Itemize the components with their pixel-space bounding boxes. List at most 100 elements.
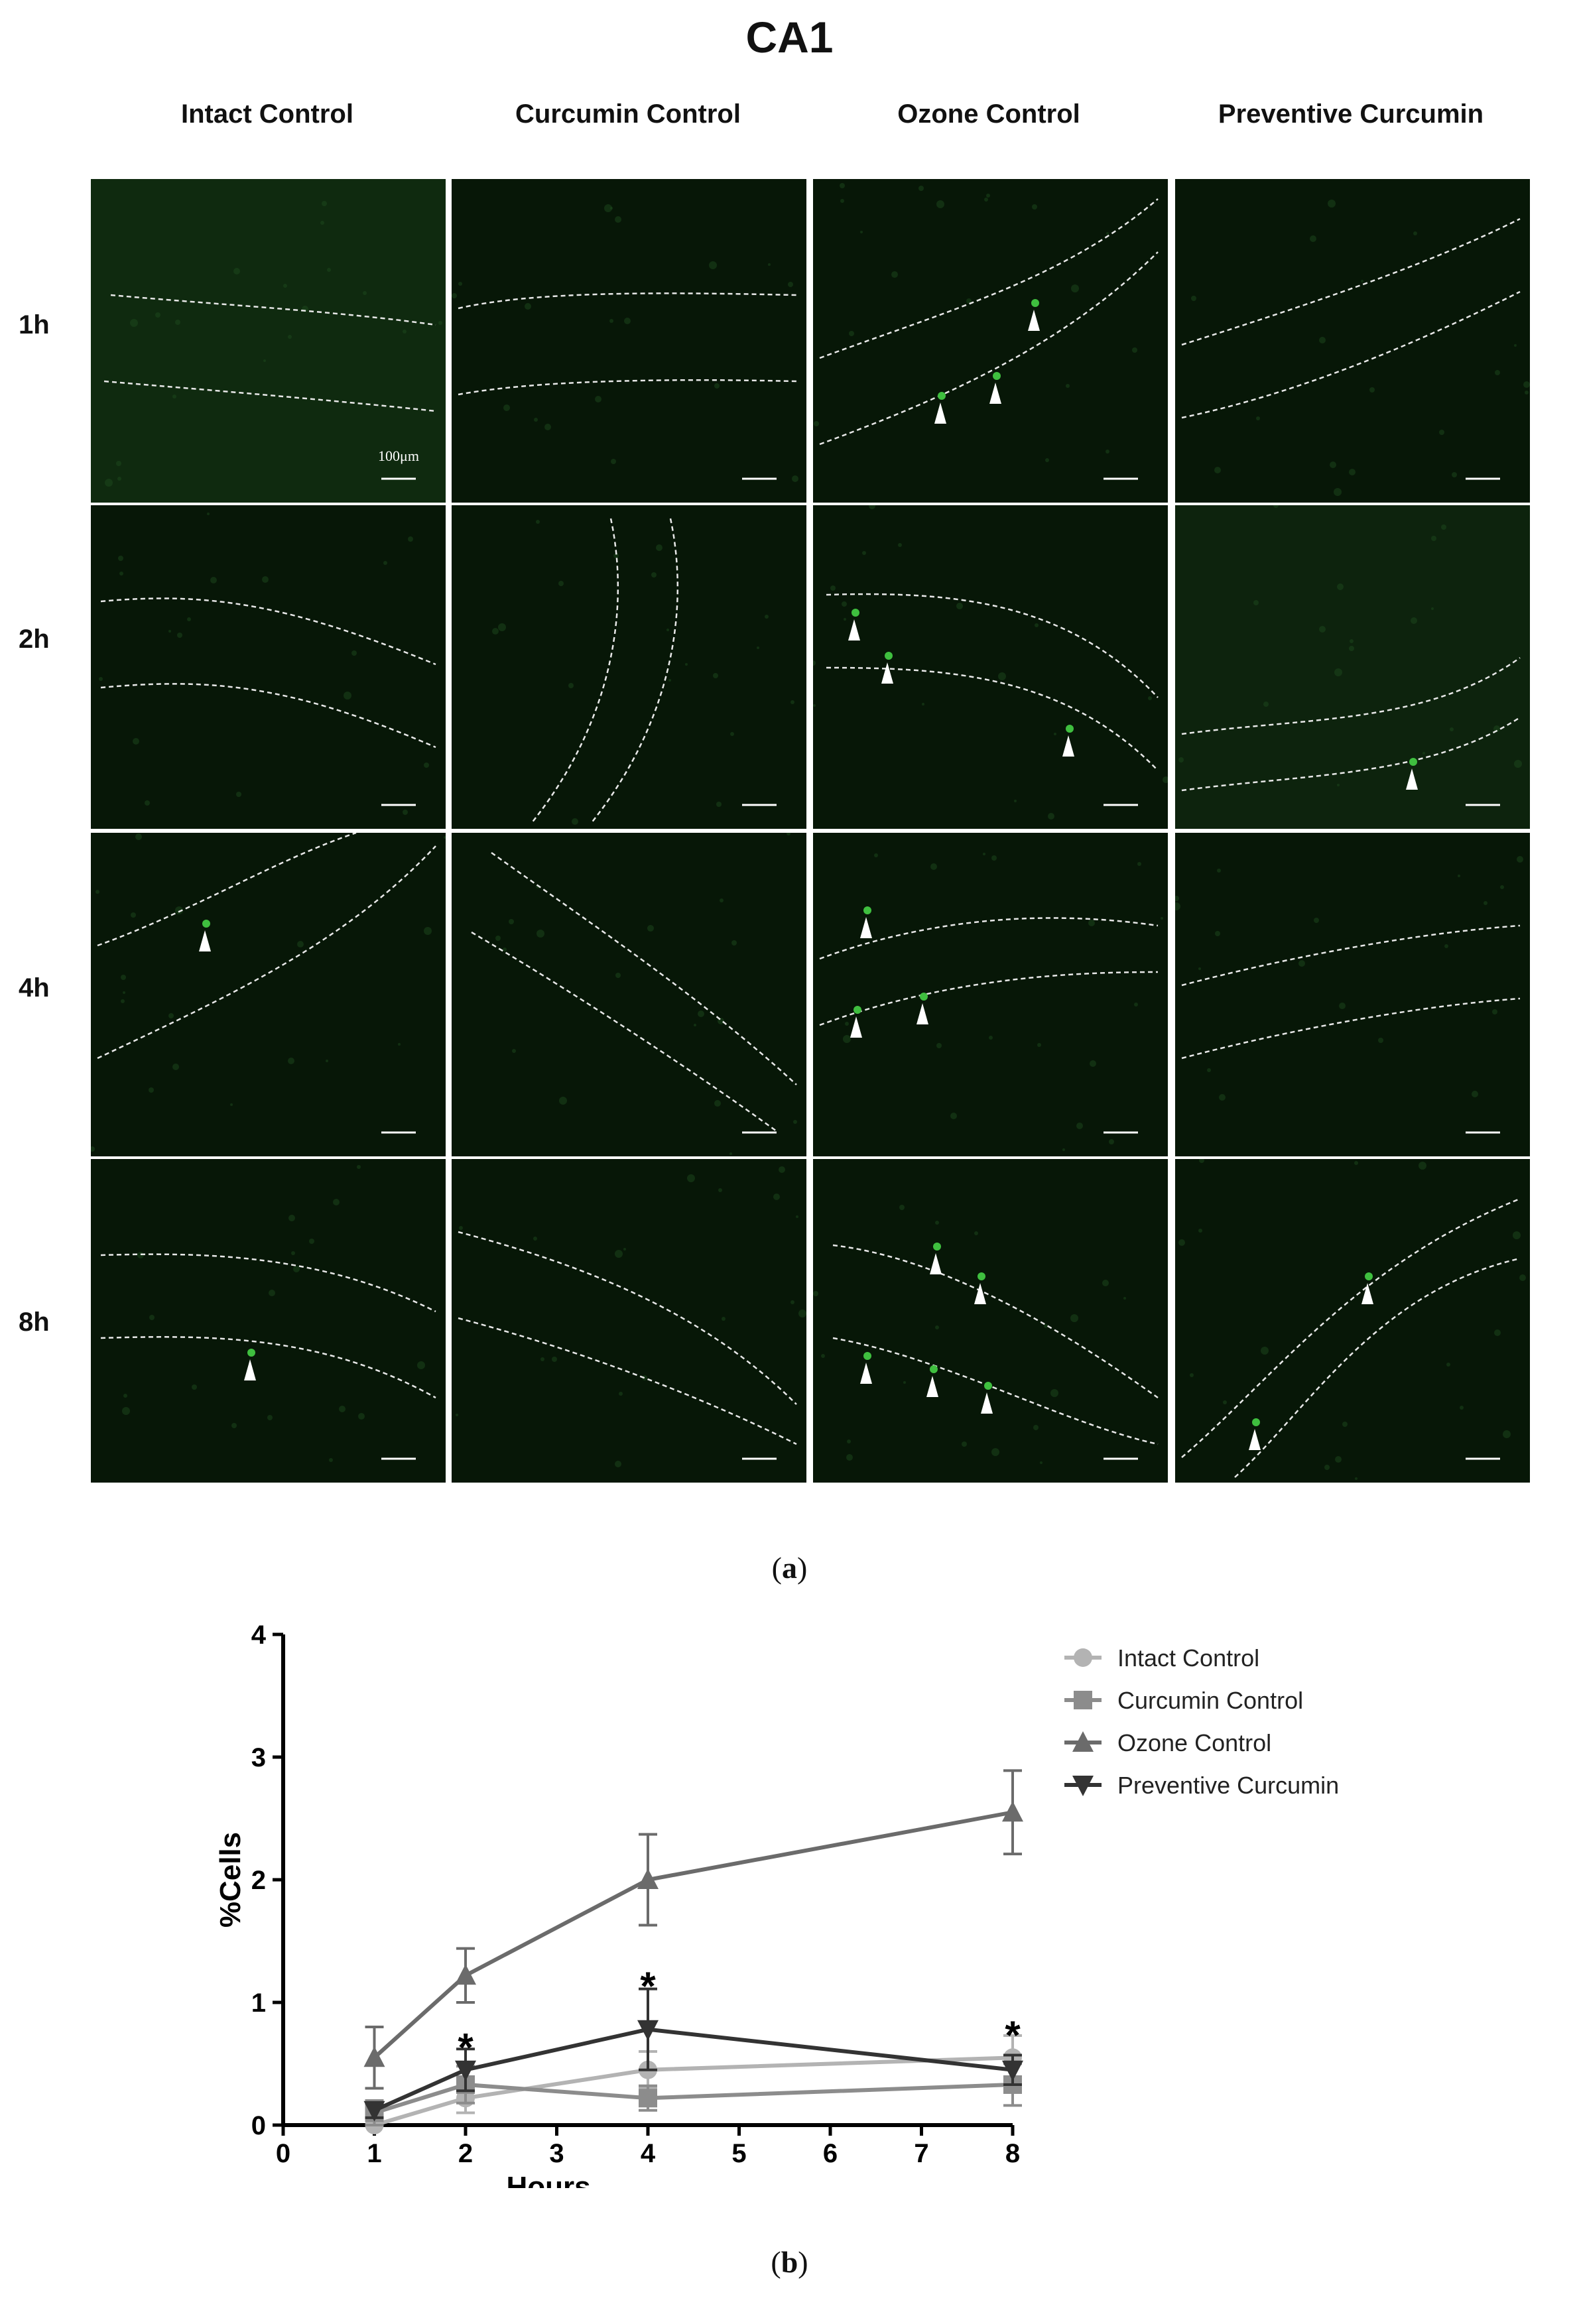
cell-speckle [121,999,125,1003]
labelled-cell [1031,299,1039,307]
micrograph-background [91,833,446,1156]
cell-speckle [398,1043,401,1046]
cell-speckle [716,802,722,807]
cell-speckle [1494,1329,1501,1336]
cell-speckle [722,1317,726,1321]
cell-speckle [624,318,631,324]
labelled-cell [853,1006,861,1014]
cell-speckle [408,536,413,542]
figure-title: CA1 [745,13,834,62]
cell-speckle [798,1310,806,1317]
cell-speckle [149,1315,155,1320]
legend-marker [1072,1776,1094,1796]
arrowhead-icon [1028,310,1040,331]
cell-speckle [1324,1465,1330,1470]
significance-asterisk: * [640,1964,656,2008]
cell-speckle [1106,232,1109,235]
cell-speckle [1350,639,1354,643]
cell-speckle [1472,1091,1478,1097]
cell-speckle [974,1231,978,1235]
cell-speckle [765,615,769,619]
cell-speckle [1161,917,1163,920]
cell-speckle [1198,1229,1202,1233]
layer-boundary-dashed-line [1181,924,1521,987]
data-point [363,2101,385,2122]
cell-speckle [986,194,990,198]
cell-speckle [1062,1148,1065,1151]
cell-speckle [898,543,902,547]
cell-speckle [1014,800,1017,802]
cell-speckle [989,1036,993,1040]
cell-speckle [713,673,718,678]
cell-speckle [1450,727,1454,731]
cell-speckle [1339,1003,1346,1009]
layer-boundary-dashed-line [491,851,797,1085]
labelled-cell [1066,725,1074,733]
arrowhead-icon [1361,1283,1373,1304]
micrograph-background [1175,1159,1530,1483]
cell-speckle [792,475,798,482]
cell-speckle [936,1043,942,1048]
cell-speckle [1054,733,1056,735]
cell-speckle [503,404,510,411]
panel-label-a: (a) [771,1551,808,1585]
legend-marker [1074,1691,1092,1709]
cell-speckle [790,1300,794,1304]
panel-label-b: (b) [771,2245,808,2279]
cell-speckle [1349,469,1356,475]
column-header-intact-control: Intact Control [181,99,353,129]
cell-speckle [1493,725,1500,732]
cell-speckle [720,898,724,902]
cell-speckle [846,1454,853,1461]
scale-bar-label: 100μm [378,448,419,464]
layer-boundary-dashed-line [458,292,797,310]
cell-speckle [131,912,136,918]
row-header-1h: 1h [19,310,50,339]
cell-speckle [1045,458,1049,462]
layer-boundary-dashed-line [1181,1197,1521,1458]
cell-speckle [1500,885,1504,889]
cell-speckle [525,303,531,310]
cell-speckle [1207,1068,1211,1072]
layer-boundary-dashed-line [1234,1257,1521,1478]
cell-speckle [615,1250,623,1258]
cell-speckle [1492,1009,1497,1014]
cell-speckle [288,1215,295,1221]
cell-speckle [1163,776,1168,783]
micrograph-background [452,1159,806,1483]
arrowhead-icon [860,1363,872,1384]
cell-speckle [1215,931,1220,936]
cell-speckle [438,321,442,325]
micrograph-8h-ozone-control [813,1159,1168,1483]
data-point [1002,1801,1023,1822]
cell-speckle [615,973,621,978]
cell-speckle [813,1291,818,1296]
micrograph-image [813,179,1168,503]
cell-speckle [642,1375,647,1380]
x-tick-label: 0 [276,2139,290,2168]
y-tick-label: 1 [251,1988,266,2018]
cell-speckle [1191,296,1196,301]
cell-speckle [168,630,171,633]
cell-speckle [966,298,972,304]
cell-speckle [830,585,836,591]
cell-speckle [123,991,125,994]
cell-speckle [1102,1280,1109,1286]
cell-speckle [1328,200,1336,208]
labelled-cell [1252,1418,1260,1426]
cell-speckle [840,199,844,203]
cell-speckle [821,1354,825,1358]
cell-speckle [709,261,717,269]
arrowhead-icon [848,619,860,641]
labelled-cell [933,1243,941,1251]
arrowhead-icon [199,930,211,951]
cell-speckle [1123,1297,1126,1300]
arrowhead-icon [930,1253,942,1274]
cell-speckle [537,930,544,938]
y-tick-label: 0 [251,2111,266,2140]
cell-speckle [619,1392,623,1396]
cell-speckle [1369,387,1375,393]
cell-speckle [1090,1060,1096,1067]
y-tick-label: 3 [251,1743,266,1772]
micrograph-1h-ozone-control [813,179,1168,503]
